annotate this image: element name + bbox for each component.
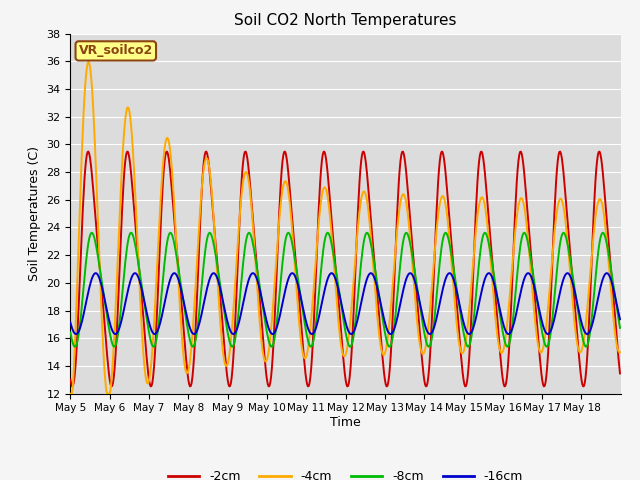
Y-axis label: Soil Temperatures (C): Soil Temperatures (C) [28,146,41,281]
Legend: -2cm, -4cm, -8cm, -16cm: -2cm, -4cm, -8cm, -16cm [163,465,528,480]
Text: VR_soilco2: VR_soilco2 [79,44,153,58]
Title: Soil CO2 North Temperatures: Soil CO2 North Temperatures [234,13,457,28]
X-axis label: Time: Time [330,416,361,429]
